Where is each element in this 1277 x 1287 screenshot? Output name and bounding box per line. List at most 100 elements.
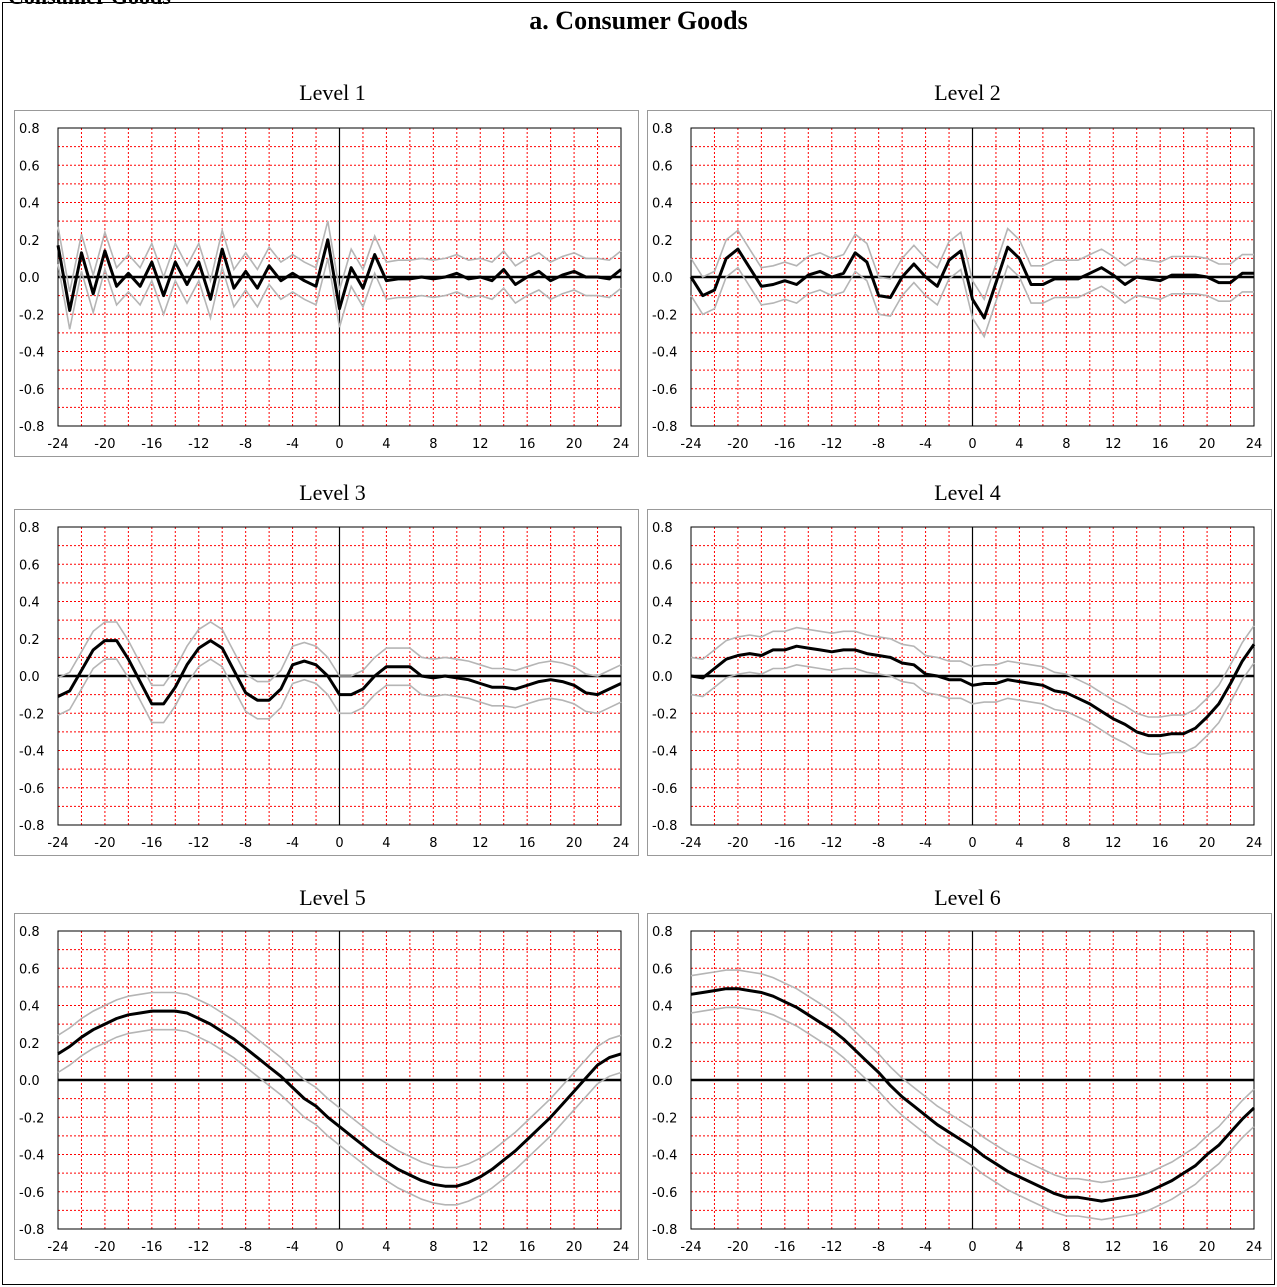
x-tick-label: 20: [1199, 836, 1216, 851]
x-tick-label: 8: [429, 836, 437, 851]
x-tick-label: -16: [141, 437, 162, 452]
x-tick-label: -8: [872, 836, 885, 851]
x-tick-label: -12: [188, 836, 209, 851]
y-tick-label: -0.6: [652, 782, 677, 797]
y-tick-label: 0.4: [19, 596, 40, 611]
chart-svg-1: 0.8 0.6 0.4 0.2 0.0 -0.2 -0.4 -0.6 -0.8-24 -20 -16…: [19, 122, 629, 452]
x-tick-label: -8: [872, 1240, 885, 1255]
x-tick-label: -16: [141, 836, 162, 851]
x-tick-label: -4: [286, 1240, 299, 1255]
y-tick-label: 0.0: [652, 271, 673, 286]
y-tick-label: 0.2: [19, 234, 40, 249]
x-tick-label: -16: [774, 836, 795, 851]
x-tick-label: 24: [1246, 836, 1263, 851]
y-tick-label: -0.6: [652, 383, 677, 398]
chart-title-4: Level 4: [934, 480, 1001, 505]
chart-panel-2: 0.8 0.6 0.4 0.2 0.0 -0.2 -0.4 -0.6 -0.8 -24 -20 -16…: [647, 110, 1272, 457]
x-tick-label: -4: [286, 836, 299, 851]
x-tick-label: 4: [1015, 1240, 1023, 1255]
y-tick-label: -0.8: [652, 819, 677, 834]
estimate-line: [57, 1009, 622, 1188]
x-tick-label: -24: [680, 437, 701, 452]
x-tick-label: 4: [1015, 836, 1023, 851]
x-tick-label: 0: [968, 1240, 976, 1255]
chart-title-3: Level 3: [299, 480, 366, 505]
y-tick-label: -0.2: [652, 308, 677, 323]
x-tick-label: -12: [188, 1240, 209, 1255]
y-tick-label: -0.2: [652, 1111, 677, 1126]
x-tick-label: 0: [335, 1240, 343, 1255]
x-tick-label: -12: [821, 836, 842, 851]
x-tick-label: -4: [286, 437, 299, 452]
x-tick-label: 12: [472, 836, 489, 851]
y-tick-label: -0.4: [19, 346, 44, 361]
x-tick-label: 24: [1246, 1240, 1263, 1255]
chart-panel-5: 0.8 0.6 0.4 0.2 0.0 -0.2 -0.4 -0.6 -0.8 -24 -20 -16…: [14, 913, 639, 1260]
chart-title-5: Level 5: [299, 885, 366, 910]
lower-band-line: [690, 1006, 1255, 1221]
x-tick-label: 24: [1246, 437, 1263, 452]
x-tick-label: 8: [1062, 437, 1070, 452]
x-tick-label: 20: [566, 437, 583, 452]
y-tick-label: -0.2: [19, 707, 44, 722]
estimate-line: [57, 639, 622, 706]
upper-band-line: [690, 227, 1254, 302]
x-tick-label: 4: [382, 1240, 390, 1255]
x-tick-label: -20: [727, 437, 748, 452]
upper-band-line: [57, 220, 622, 293]
x-tick-label: 12: [472, 437, 489, 452]
x-tick-label: -24: [47, 1240, 68, 1255]
y-tick-label: 0.0: [652, 1074, 673, 1089]
chart-svg-6: 0.8 0.6 0.4 0.2 0.0 -0.2 -0.4 -0.6 -0.8-24 -20 -16…: [652, 925, 1263, 1255]
x-tick-label: 16: [519, 836, 536, 851]
x-tick-label: -4: [919, 1240, 932, 1255]
chart-title-6: Level 6: [934, 885, 1001, 910]
x-tick-label: -4: [919, 437, 932, 452]
x-tick-label: -12: [821, 1240, 842, 1255]
x-tick-label: 16: [1152, 1240, 1169, 1255]
x-tick-label: -24: [680, 836, 701, 851]
y-tick-label: 0.6: [652, 159, 673, 174]
x-tick-label: 16: [519, 1240, 536, 1255]
x-tick-label: 8: [1062, 1240, 1070, 1255]
upper-band-line: [690, 625, 1255, 718]
y-tick-label: -0.6: [652, 1186, 677, 1201]
x-tick-label: -24: [47, 836, 68, 851]
x-tick-label: 4: [382, 437, 390, 452]
x-tick-label: 0: [335, 836, 343, 851]
x-tick-label: 12: [1105, 437, 1122, 452]
x-tick-label: -8: [872, 437, 885, 452]
y-tick-label: -0.8: [652, 420, 677, 435]
x-tick-label: 0: [335, 437, 343, 452]
x-tick-label: 8: [429, 1240, 437, 1255]
y-tick-label: -0.6: [19, 383, 44, 398]
y-tick-label: 0.6: [652, 558, 673, 573]
y-tick-label: 0.6: [19, 159, 40, 174]
y-tick-label: 0.0: [652, 670, 673, 685]
y-tick-label: 0.8: [19, 925, 40, 940]
y-tick-label: -0.4: [652, 745, 677, 760]
x-tick-label: -8: [239, 437, 252, 452]
y-tick-label: 0.8: [19, 521, 40, 536]
y-tick-label: 0.2: [652, 234, 673, 249]
lower-band-line: [57, 258, 622, 330]
cut-off-header: Consumer Goods: [8, 0, 171, 10]
y-tick-label: -0.4: [19, 745, 44, 760]
estimate-line: [690, 987, 1256, 1203]
y-tick-label: -0.8: [19, 1223, 44, 1238]
y-tick-label: -0.4: [652, 1149, 677, 1164]
chart-panel-3: 0.8 0.6 0.4 0.2 0.0 -0.2 -0.4 -0.6 -0.8 -24 -20 -16…: [14, 509, 639, 856]
y-tick-label: 0.8: [652, 122, 673, 137]
x-tick-label: -24: [680, 1240, 701, 1255]
y-tick-label: 0.4: [652, 197, 673, 212]
x-tick-label: 12: [1105, 1240, 1122, 1255]
x-tick-label: -20: [94, 1240, 115, 1255]
upper-band-line: [57, 991, 622, 1169]
x-tick-label: 8: [429, 437, 437, 452]
upper-band-line: [690, 969, 1255, 1184]
estimate-line: [690, 643, 1256, 738]
y-tick-label: 0.0: [19, 1074, 40, 1089]
y-tick-label: -0.2: [19, 308, 44, 323]
x-tick-label: 20: [1199, 437, 1216, 452]
x-tick-label: 16: [519, 437, 536, 452]
